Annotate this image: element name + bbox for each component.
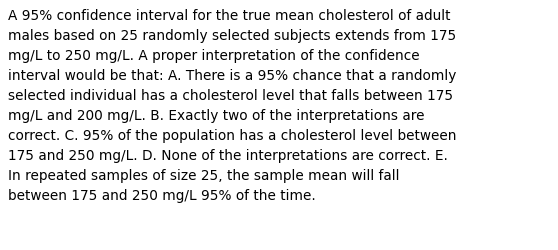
Text: A 95% confidence interval for the true mean cholesterol of adult
males based on : A 95% confidence interval for the true m… [8,9,457,202]
